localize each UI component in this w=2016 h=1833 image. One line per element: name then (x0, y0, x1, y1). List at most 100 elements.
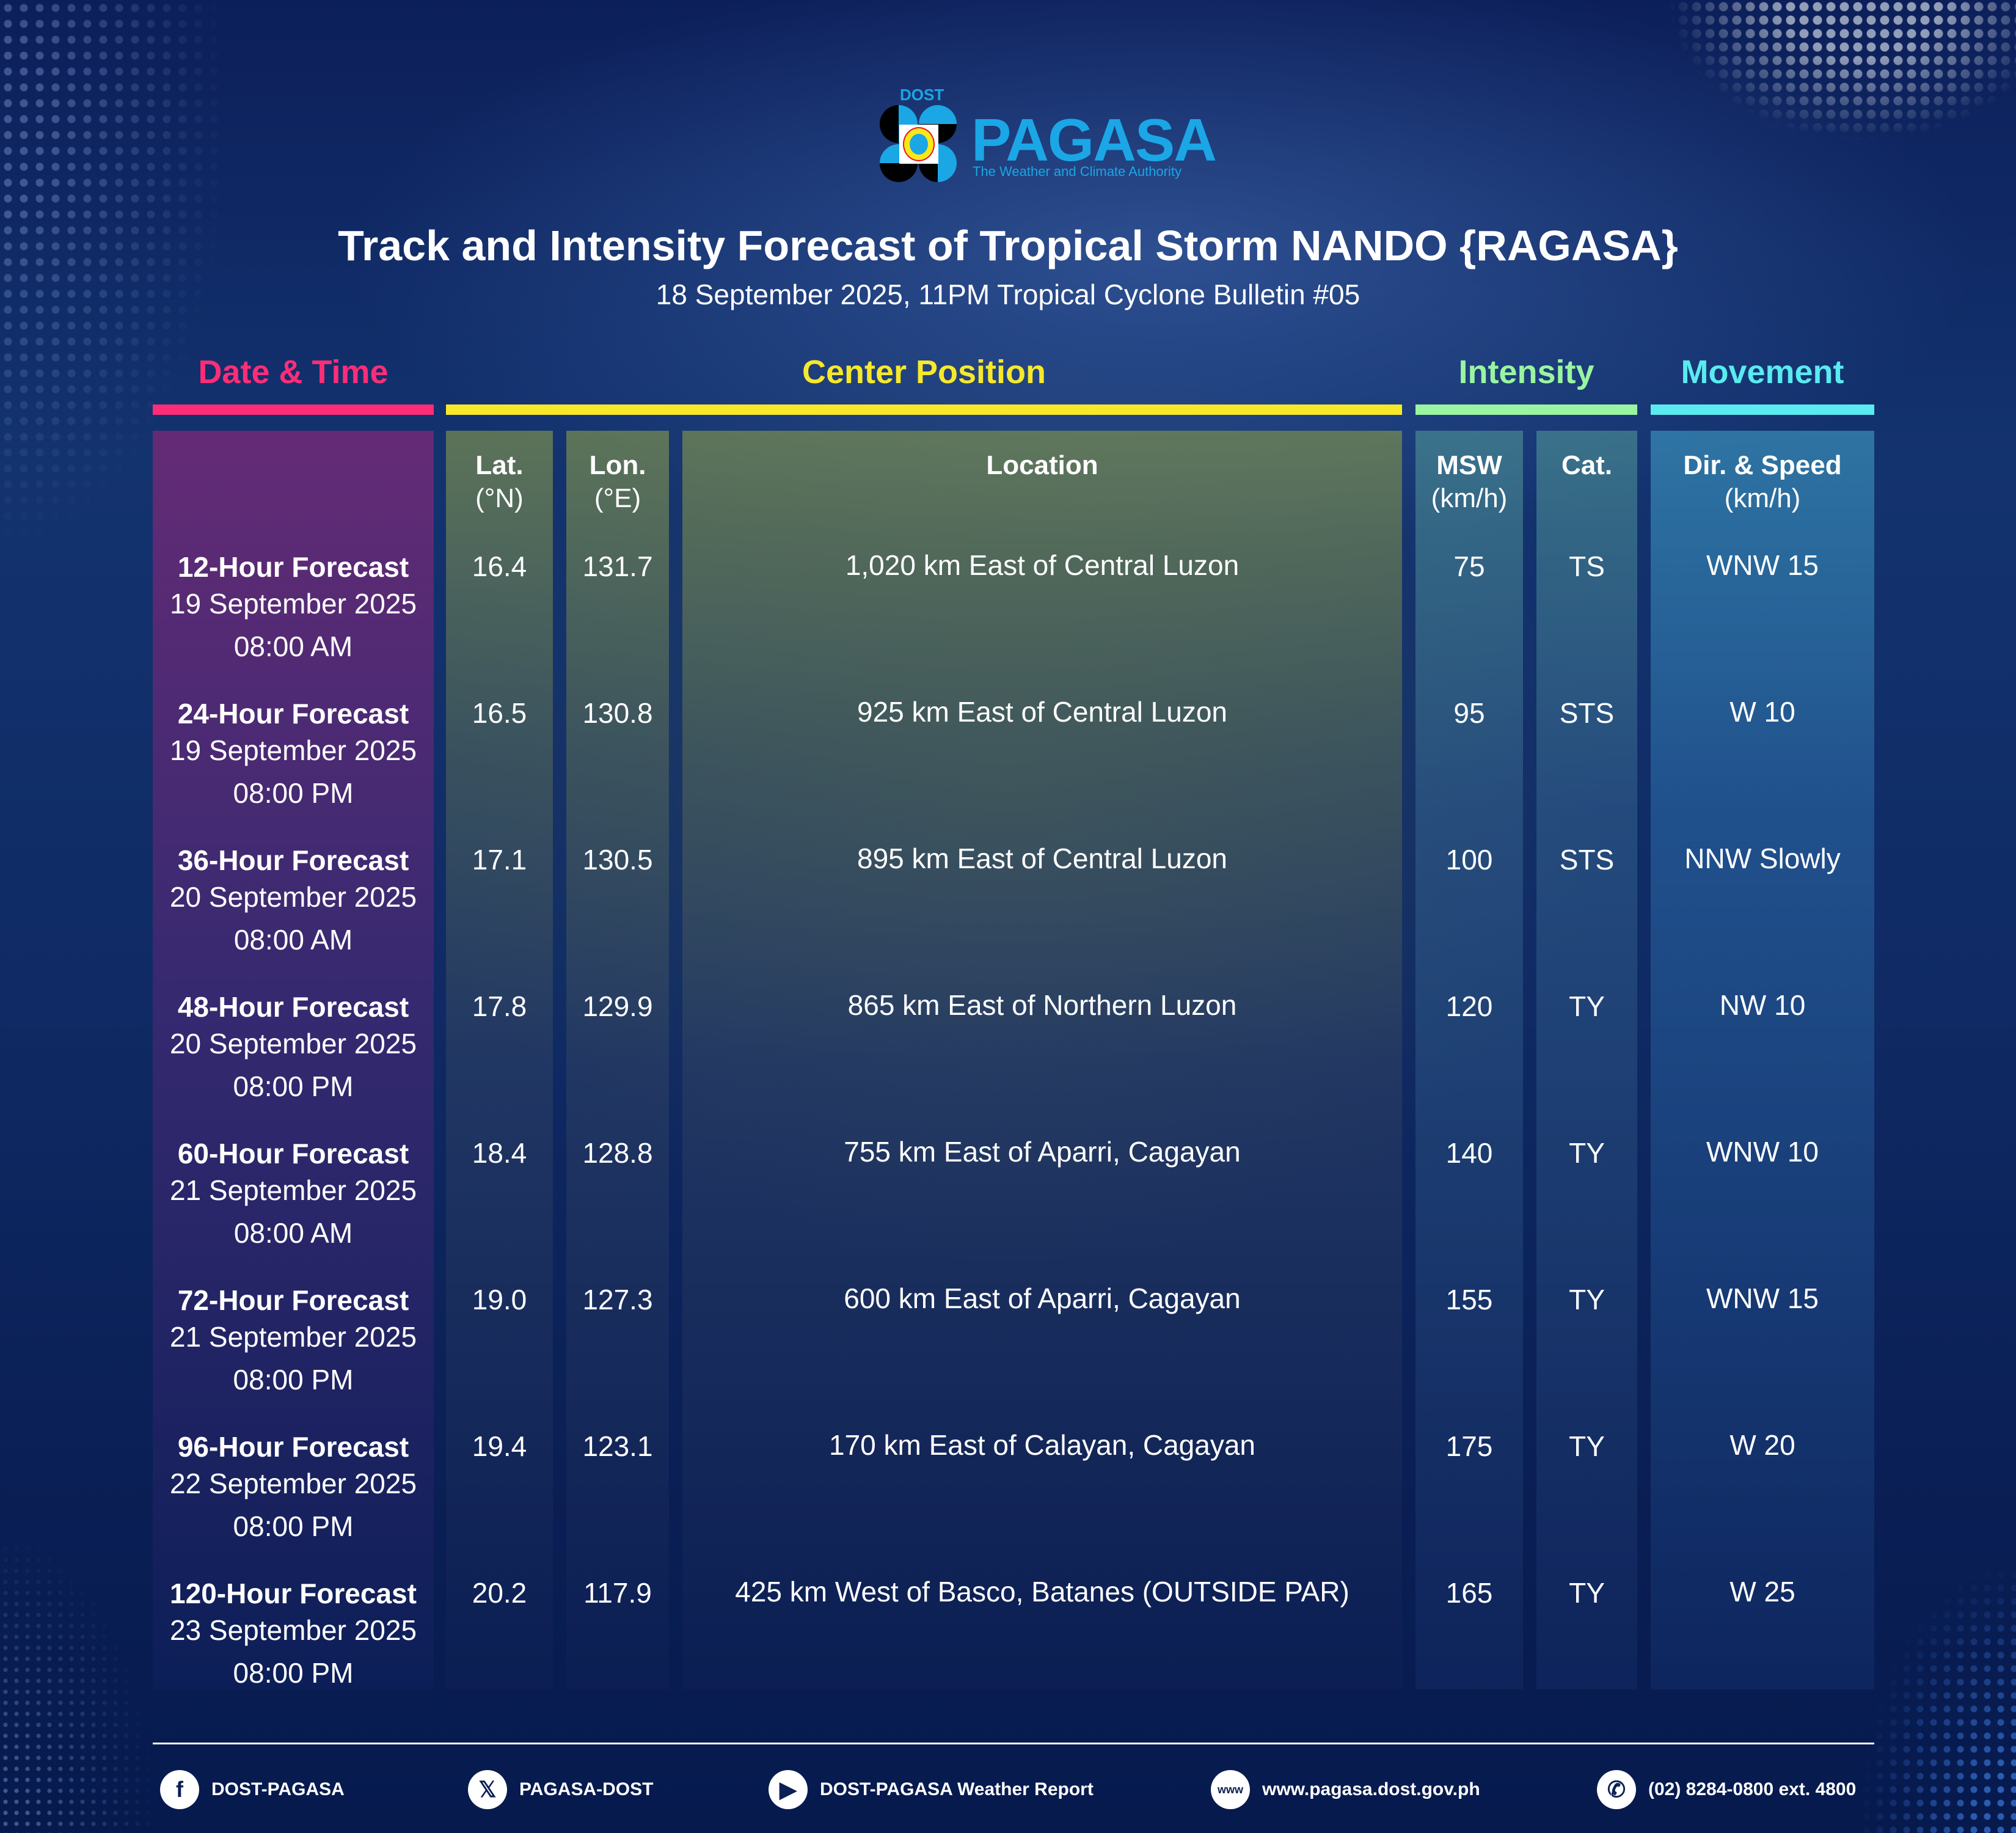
cell-category: TY (1569, 990, 1605, 1022)
bulletin-subtitle: 18 September 2025, 11PM Tropical Cyclone… (656, 279, 1360, 310)
colhead-cat: Cat. (1536, 449, 1637, 482)
forecast-period: 120-Hour Forecast (170, 1578, 417, 1609)
cell-category: TS (1569, 551, 1605, 582)
footer-link-0[interactable]: f DOST-PAGASA (160, 1769, 345, 1810)
table-row-date-time: 24-Hour Forecast 19 September 2025 08:00… (153, 695, 434, 811)
colhead-msw-unit: (km/h) (1431, 483, 1508, 513)
forecast-time: 08:00 AM (233, 1217, 353, 1249)
footer-label: www.pagasa.dost.gov.ph (1262, 1779, 1480, 1799)
group-header-intensity: Intensity (1458, 354, 1594, 390)
cell-movement: WNW 15 (1706, 1282, 1819, 1314)
cell-location: 925 km East of Central Luzon (857, 696, 1227, 728)
column-longitude (566, 431, 669, 1689)
forecast-period: 12-Hour Forecast (177, 551, 409, 583)
column-msw (1415, 431, 1523, 1689)
table-row-date-time: 72-Hour Forecast 21 September 2025 08:00… (153, 1282, 434, 1398)
cell-lon: 129.9 (582, 990, 653, 1022)
column-location (682, 431, 1402, 1689)
pagasa-emblem-icon (880, 105, 958, 183)
forecast-date: 22 September 2025 (169, 1468, 417, 1499)
cell-location: 600 km East of Aparri, Cagayan (844, 1282, 1241, 1314)
cell-movement: W 10 (1729, 696, 1795, 728)
group-header-movement: Movement (1681, 354, 1844, 390)
cell-msw: 100 (1445, 844, 1493, 876)
cell-location: 1,020 km East of Central Luzon (845, 549, 1240, 581)
globe-www-icon: www (1211, 1770, 1250, 1809)
colhead-msw-label: MSW (1436, 450, 1502, 480)
column-date-time (153, 431, 434, 1689)
table-row-date-time: 120-Hour Forecast 23 September 2025 08:0… (153, 1575, 434, 1691)
footer-label: (02) 8284-0800 ext. 4800 (1648, 1779, 1857, 1799)
cell-lat: 19.4 (472, 1430, 527, 1462)
colhead-lon-label: Lon. (589, 450, 646, 480)
forecast-time: 08:00 PM (233, 1364, 354, 1396)
cell-lat: 17.1 (472, 844, 527, 876)
table-row-date-time: 36-Hour Forecast 20 September 2025 08:00… (153, 842, 434, 958)
colhead-location-label: Location (986, 450, 1098, 480)
table-row-date-time: 12-Hour Forecast 19 September 2025 08:00… (153, 549, 434, 665)
cell-category: STS (1559, 844, 1615, 876)
footer-label: PAGASA-DOST (519, 1779, 654, 1799)
colhead-lon-unit: (°E) (594, 483, 641, 513)
footer-label: DOST-PAGASA (211, 1779, 345, 1799)
cell-lat: 20.2 (472, 1577, 527, 1609)
youtube-icon: ▶ (769, 1770, 808, 1809)
colhead-cat-label: Cat. (1561, 450, 1613, 480)
cell-movement: NNW Slowly (1684, 843, 1841, 874)
footer-link-3[interactable]: www www.pagasa.dost.gov.ph (1211, 1769, 1480, 1810)
group-header-center-position: Center Position (802, 354, 1046, 390)
cell-category: TY (1569, 1137, 1605, 1169)
forecast-period: 24-Hour Forecast (177, 698, 409, 730)
cell-lon: 117.9 (583, 1577, 652, 1609)
forecast-time: 08:00 PM (233, 1510, 354, 1542)
pagasa-wordmark: PAGASA (971, 106, 1217, 174)
cell-lon: 130.5 (582, 844, 653, 876)
colhead-movement-label: Dir. & Speed (1683, 450, 1842, 480)
dost-label: DOST (900, 86, 944, 104)
cell-movement: WNW 10 (1706, 1136, 1819, 1168)
pagasa-tagline: The Weather and Climate Authority (973, 164, 1181, 179)
colhead-lat-label: Lat. (475, 450, 524, 480)
cell-category: TY (1569, 1284, 1605, 1315)
page-title: Track and Intensity Forecast of Tropical… (338, 222, 1678, 269)
cell-movement: NW 10 (1719, 989, 1806, 1021)
cell-lat: 16.5 (472, 697, 527, 729)
group-bar-center-position (446, 404, 1402, 415)
forecast-period: 36-Hour Forecast (177, 844, 409, 876)
cell-msw: 95 (1453, 697, 1485, 729)
halftone-decoration-top-right (1649, 0, 2016, 141)
cell-location: 425 km West of Basco, Batanes (OUTSIDE P… (735, 1576, 1349, 1608)
colhead-msw: MSW (km/h) (1415, 449, 1523, 515)
forecast-date: 19 September 2025 (169, 588, 417, 620)
cell-location: 895 km East of Central Luzon (857, 843, 1227, 874)
cell-movement: W 20 (1729, 1429, 1795, 1461)
group-bar-date-time (153, 404, 434, 415)
group-header-date-time: Date & Time (198, 354, 389, 390)
forecast-time: 08:00 AM (233, 924, 353, 956)
cell-lat: 18.4 (472, 1137, 527, 1169)
cell-category: TY (1569, 1430, 1605, 1462)
footer-link-1[interactable]: 𝕏 PAGASA-DOST (468, 1769, 653, 1810)
cell-msw: 140 (1445, 1137, 1493, 1169)
cell-msw: 75 (1453, 551, 1485, 582)
forecast-time: 08:00 PM (233, 1070, 354, 1102)
footer-link-4[interactable]: ✆ (02) 8284-0800 ext. 4800 (1597, 1769, 1856, 1810)
forecast-time: 08:00 PM (233, 1657, 354, 1689)
forecast-time: 08:00 AM (233, 631, 353, 662)
cell-lon: 127.3 (582, 1284, 653, 1315)
cell-category: STS (1559, 697, 1615, 729)
cell-msw: 120 (1445, 990, 1493, 1022)
forecast-date: 20 September 2025 (169, 1028, 417, 1059)
pagasa-logo: DOST PAGASA The Weather and Climate Auth… (880, 86, 1217, 189)
colhead-movement-unit: (km/h) (1724, 483, 1801, 513)
cell-movement: WNW 15 (1706, 549, 1819, 581)
footer-link-2[interactable]: ▶ DOST-PAGASA Weather Report (769, 1769, 1094, 1810)
cell-lat: 19.0 (472, 1284, 527, 1315)
group-bar-intensity (1415, 404, 1637, 415)
cell-location: 755 km East of Aparri, Cagayan (844, 1136, 1241, 1168)
footer-divider (153, 1743, 1874, 1744)
cell-lat: 17.8 (472, 990, 527, 1022)
cell-lon: 130.8 (582, 697, 653, 729)
cell-msw: 165 (1445, 1577, 1493, 1609)
phone-icon: ✆ (1597, 1770, 1636, 1809)
